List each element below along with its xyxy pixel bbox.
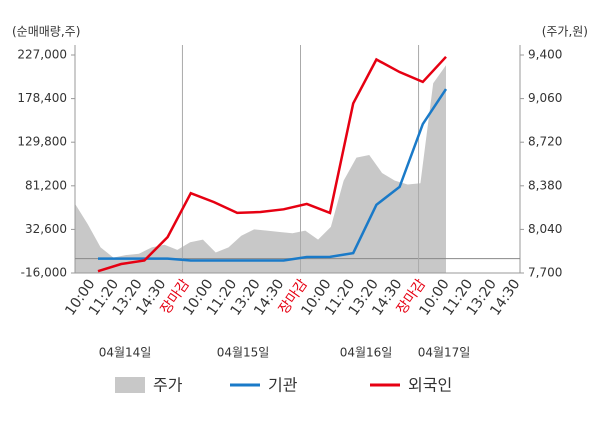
date-label: 04월16일 xyxy=(340,346,393,360)
legend-label: 기관 xyxy=(268,376,298,395)
series-line xyxy=(97,55,447,273)
y-axis-label: (순매매량,주) xyxy=(12,25,80,39)
y-tick-label: 178,400 xyxy=(17,91,67,105)
legend-swatch xyxy=(115,377,145,393)
date-label: 04월15일 xyxy=(217,346,270,360)
y-tick-label: 227,000 xyxy=(17,48,67,62)
y2-tick-label: 8,380 xyxy=(528,178,562,192)
legend-label: 외국인 xyxy=(408,376,452,395)
series-line xyxy=(98,88,448,262)
date-label: 04월17일 xyxy=(418,346,471,360)
y2-tick-label: 8,720 xyxy=(528,135,562,149)
date-label: 04월14일 xyxy=(99,346,152,360)
y-tick-label: 32,600 xyxy=(25,222,67,236)
y-tick-label: 129,800 xyxy=(17,135,67,149)
y2-axis-label: (주가,원) xyxy=(542,25,588,39)
y-tick-label: -16,000 xyxy=(21,266,67,280)
y2-tick-label: 9,060 xyxy=(528,91,562,105)
y2-tick-label: 7,700 xyxy=(528,266,562,280)
y2-tick-label: 9,400 xyxy=(528,48,562,62)
y2-tick-label: 8,040 xyxy=(528,222,562,236)
legend-label: 주가 xyxy=(153,376,183,395)
y-tick-label: 81,200 xyxy=(25,178,67,192)
price-area xyxy=(75,65,446,274)
